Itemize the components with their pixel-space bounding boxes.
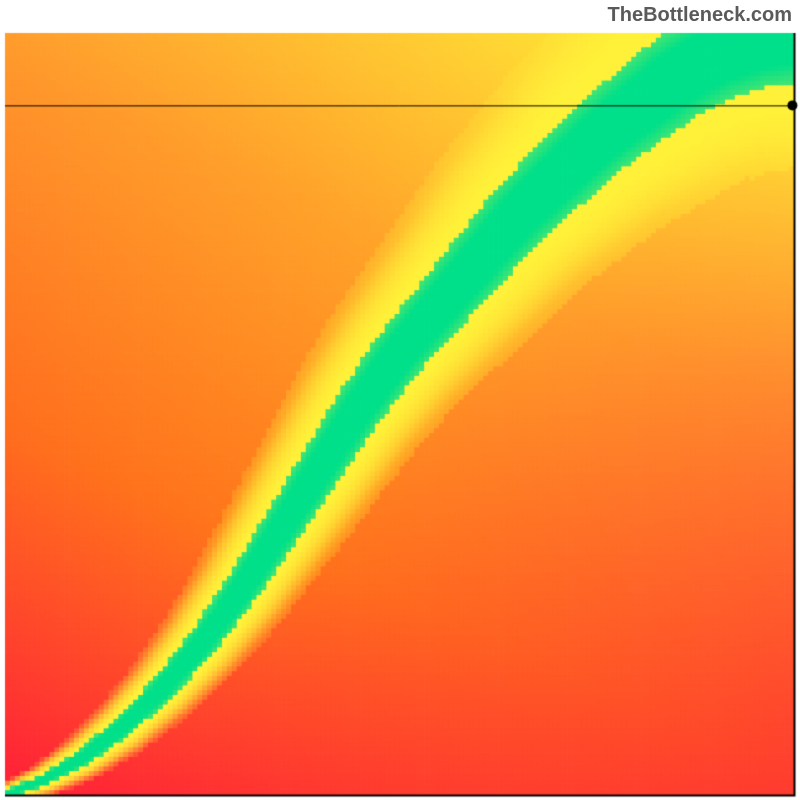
heatmap-canvas [0,0,800,800]
attribution-text: TheBottleneck.com [608,4,792,27]
